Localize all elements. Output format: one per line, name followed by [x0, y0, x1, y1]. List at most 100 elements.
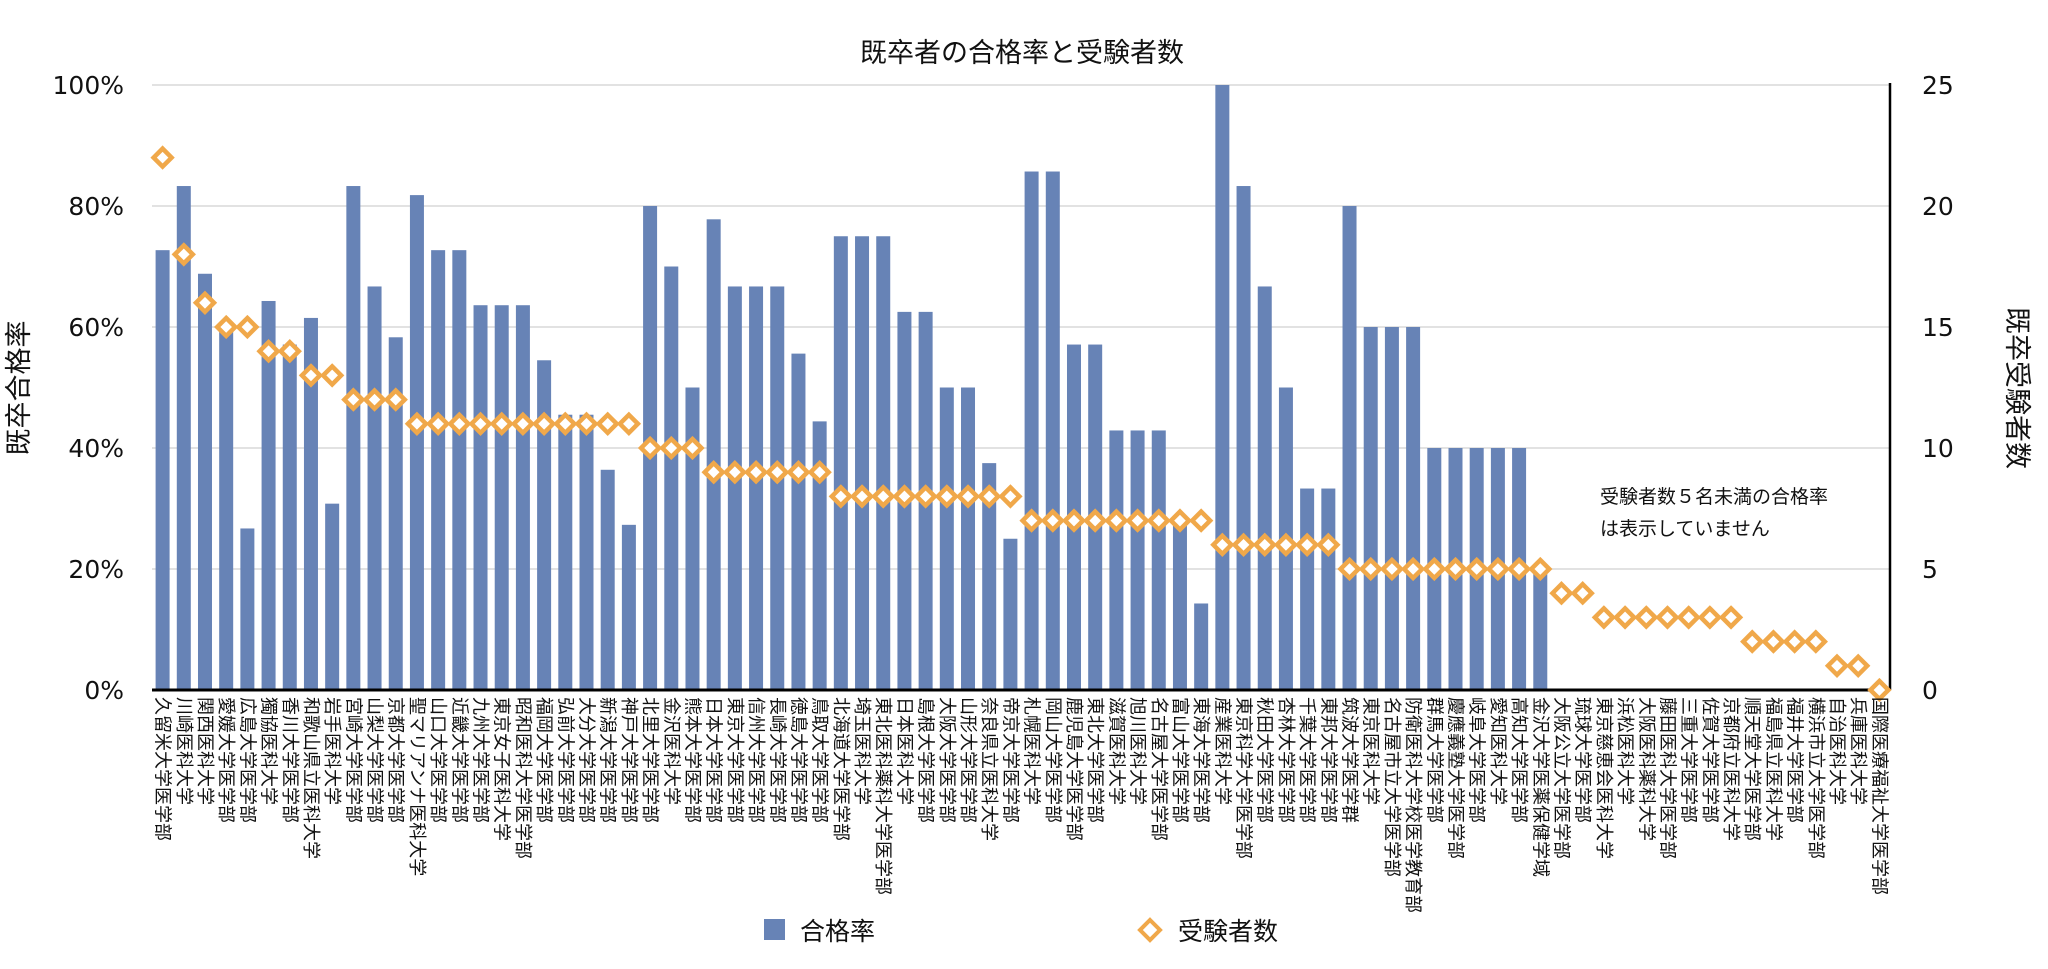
diamond-marker [171, 242, 196, 267]
bar [600, 469, 615, 690]
legend-bar-swatch [764, 919, 785, 940]
diamond-marker [1104, 508, 1129, 533]
category-label: 東北大学医学部 [1084, 697, 1105, 823]
bar [1363, 327, 1378, 690]
bar [749, 286, 764, 690]
diamond-marker [637, 435, 663, 461]
bar [1151, 430, 1166, 690]
right-tick-label: 10 [1922, 434, 1954, 463]
bar [197, 273, 212, 690]
diamond-marker [1824, 653, 1850, 678]
axes [152, 83, 1892, 692]
bar [1045, 171, 1060, 690]
bar [1321, 488, 1336, 690]
tick-labels: 0% 20% 40% 60% 80% 100% 0 5 10 15 20 25 [53, 71, 1954, 705]
diamond-marker [659, 435, 684, 461]
diamond-marker [998, 484, 1023, 509]
diamond-marker [404, 411, 430, 436]
bar [1024, 171, 1039, 690]
diamond-marker [553, 411, 578, 436]
legend-diamond-icon [1137, 917, 1163, 943]
diamond-marker [447, 411, 472, 436]
diamond-marker [1210, 532, 1235, 557]
diamond-marker [1782, 629, 1807, 654]
diamond-marker [256, 339, 281, 364]
category-label: 聖マリアンナ医科大学 [406, 697, 427, 876]
category-label: 東邦大学医学部 [1317, 697, 1338, 823]
diamond-marker [574, 411, 599, 436]
bar [1533, 569, 1548, 690]
diamond-marker [1019, 508, 1044, 533]
diamond-marker [1188, 508, 1214, 533]
diamond-marker [383, 387, 408, 412]
left-tick-label: 60% [68, 313, 124, 342]
bar [621, 524, 636, 690]
bar [770, 286, 785, 690]
diamond-marker [892, 484, 917, 509]
category-label: 帝京大学医学部 [999, 697, 1020, 823]
bar [409, 195, 424, 691]
bar [685, 387, 700, 690]
category-label: 秋田大学医学部 [1254, 697, 1275, 823]
diamond-marker [1612, 605, 1638, 630]
legend-label-examinees: 受験者数 [1178, 917, 1278, 946]
category-label: 鹿児島大学医学部 [1063, 697, 1084, 841]
diamond-marker [1803, 629, 1829, 654]
category-label: 岐阜大学医学部 [1466, 697, 1487, 823]
diamond-marker [701, 460, 726, 485]
bar [1215, 85, 1230, 690]
category-label: 川崎医科大学 [173, 697, 194, 805]
category-label: 京都府立医科大学 [1720, 697, 1741, 841]
left-tick-label: 0% [84, 676, 124, 705]
category-label: 名古屋大学医学部 [1148, 697, 1169, 841]
bar [346, 186, 361, 690]
category-label: 大阪大学医学部 [936, 697, 957, 823]
category-label: 東京医科大学 [1360, 697, 1381, 805]
category-label: 鳥取大学医学部 [809, 697, 830, 823]
bar [727, 286, 742, 690]
bar [1300, 488, 1315, 690]
category-label: 奈良県立医科大学 [978, 697, 999, 841]
bar [282, 344, 297, 690]
bar [961, 387, 976, 690]
diamond-marker [1294, 532, 1320, 557]
category-label: 神戸大学医学部 [618, 697, 639, 823]
diamond-marker [341, 387, 366, 412]
category-label: 愛媛大学医学部 [215, 697, 236, 823]
diamond-marker [1082, 508, 1108, 533]
bar [1384, 327, 1399, 690]
category-label: 福島県立医科大学 [1762, 697, 1783, 841]
bar [367, 286, 382, 690]
diamond-marker [1740, 629, 1765, 654]
annotation-line-1: 受験者数５名未満の合格率 [1600, 486, 1828, 508]
diamond-marker [828, 484, 854, 509]
left-tick-label: 100% [53, 71, 124, 100]
bar [1109, 430, 1124, 690]
marker-series [150, 145, 1892, 703]
diamond-marker [235, 314, 260, 340]
category-label: 京都大学医学部 [385, 697, 406, 823]
diamond-marker [595, 411, 620, 436]
bar [473, 305, 488, 690]
diamond-marker [722, 460, 748, 485]
diamond-marker [786, 460, 811, 485]
diamond-marker [425, 411, 451, 436]
diamond-marker [955, 484, 981, 509]
category-label: 日本大学医学部 [703, 697, 724, 823]
bar [1257, 286, 1272, 690]
bar [537, 360, 552, 690]
diamond-marker [1379, 556, 1405, 582]
diamond-marker [510, 411, 536, 436]
category-label: 弘前大学医学部 [554, 697, 575, 823]
category-label: 北里大学医学部 [639, 697, 660, 823]
category-label: 兵庫医科大学 [1847, 697, 1868, 805]
diamond-marker [150, 145, 175, 170]
category-label: 愛知医科大学 [1487, 697, 1508, 805]
category-label: 千葉大学医学部 [1296, 697, 1317, 823]
diamond-marker [765, 460, 790, 485]
category-label: 東京女子医科大学 [491, 697, 512, 841]
category-label: 滋賀医科大学 [1105, 697, 1126, 805]
bar [176, 186, 191, 690]
category-label: 防衛医科大学校医学教育部 [1402, 697, 1423, 913]
bar [303, 317, 318, 690]
